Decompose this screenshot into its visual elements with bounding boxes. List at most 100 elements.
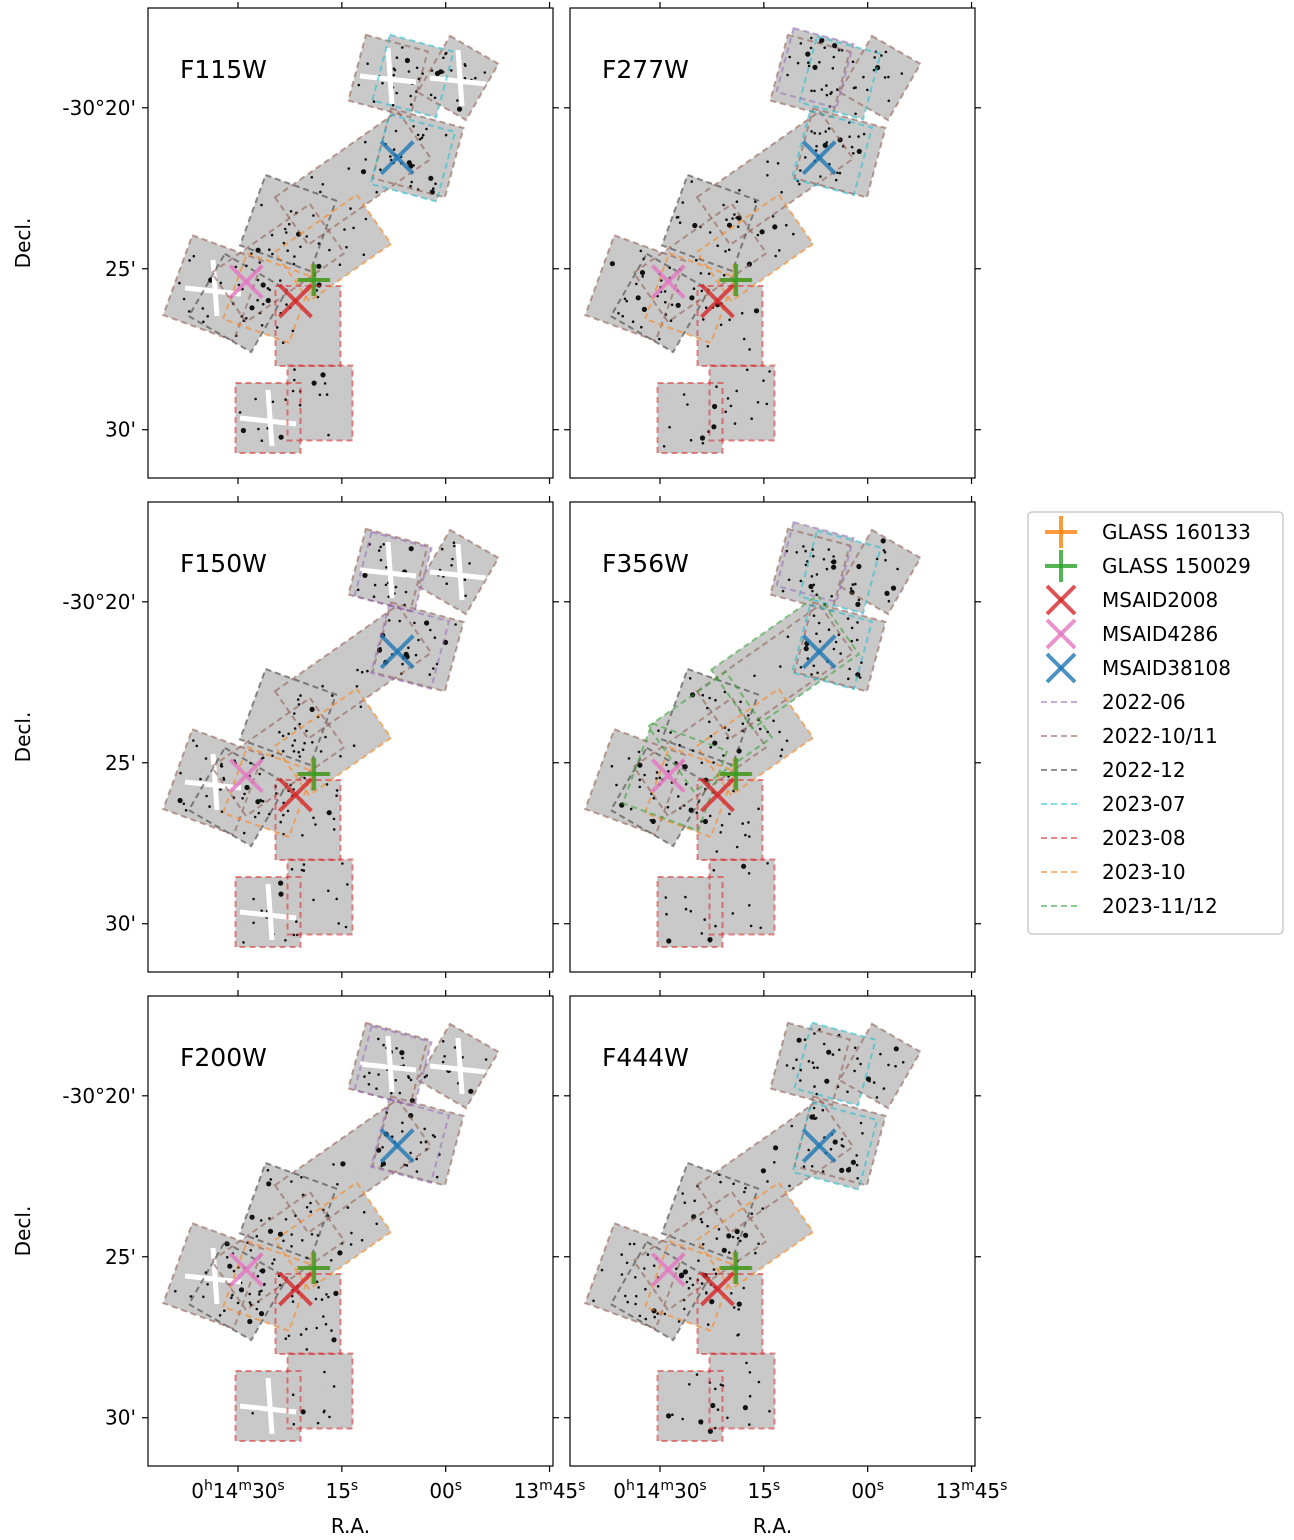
star	[417, 638, 420, 642]
star	[279, 820, 282, 824]
star	[600, 1268, 604, 1272]
star	[723, 690, 727, 694]
star	[255, 1307, 259, 1311]
star	[766, 160, 769, 163]
star	[700, 932, 704, 935]
star	[850, 1159, 856, 1165]
star	[808, 583, 814, 590]
star	[812, 664, 816, 668]
star	[341, 862, 344, 865]
star	[328, 248, 331, 252]
star	[360, 1238, 364, 1242]
footprint-outline	[221, 251, 315, 345]
star	[335, 794, 338, 797]
star	[879, 1052, 882, 1056]
star	[799, 1068, 802, 1072]
star	[643, 773, 646, 777]
legend-label: 2023-07	[1102, 792, 1186, 816]
star	[726, 222, 733, 228]
star	[875, 557, 879, 561]
marker-msaid2008	[700, 1271, 735, 1307]
star	[728, 1251, 731, 1254]
stars	[592, 1028, 905, 1434]
star	[219, 281, 223, 285]
star	[184, 809, 188, 812]
star	[737, 1308, 740, 1311]
star	[822, 142, 828, 148]
star	[714, 1272, 718, 1276]
source-markers	[228, 634, 415, 813]
footprint-outline	[273, 687, 393, 797]
star	[409, 103, 413, 106]
star	[707, 272, 711, 276]
star	[720, 823, 724, 827]
star	[634, 1302, 637, 1306]
star	[742, 1405, 748, 1411]
star	[401, 46, 404, 49]
star	[242, 831, 246, 835]
star	[379, 168, 382, 171]
star	[312, 898, 315, 902]
legend-label: GLASS 160133	[1102, 520, 1251, 544]
star	[625, 1261, 629, 1265]
star	[667, 770, 670, 773]
star	[268, 248, 271, 251]
star	[329, 1259, 333, 1262]
legend-label: MSAID4286	[1102, 622, 1218, 646]
star	[389, 155, 392, 158]
star	[641, 306, 647, 312]
star	[300, 868, 304, 872]
footprint-outline	[656, 876, 724, 948]
star	[337, 922, 340, 925]
star	[766, 730, 769, 734]
star	[711, 424, 717, 430]
star	[319, 190, 322, 194]
star	[799, 579, 803, 583]
star	[219, 788, 222, 791]
legend-label: MSAID38108	[1102, 656, 1231, 680]
star	[317, 1286, 320, 1289]
star	[714, 924, 717, 928]
footprint-outline	[286, 858, 354, 936]
footprint-outline	[632, 202, 768, 324]
star	[862, 132, 866, 136]
star	[705, 1291, 708, 1294]
marker-msaid2008	[700, 777, 735, 813]
star	[252, 921, 255, 925]
star	[628, 1242, 632, 1246]
star	[182, 802, 186, 806]
star	[861, 1132, 864, 1135]
star	[454, 623, 457, 626]
star	[407, 646, 410, 650]
marker-glass-150029	[720, 758, 753, 791]
star	[836, 171, 839, 175]
star	[733, 213, 736, 216]
star	[704, 306, 708, 310]
star	[434, 182, 437, 186]
star	[440, 547, 444, 551]
star	[699, 272, 703, 275]
footprint-outline	[656, 1370, 724, 1442]
star	[850, 145, 854, 149]
star	[726, 1416, 729, 1420]
star	[882, 1087, 886, 1090]
star	[773, 1145, 779, 1151]
star	[666, 1413, 672, 1419]
star	[785, 223, 788, 227]
star	[875, 1096, 879, 1099]
star	[736, 1301, 742, 1307]
star	[357, 83, 361, 87]
star	[323, 382, 327, 385]
star	[284, 1337, 288, 1340]
star	[331, 1337, 337, 1343]
star	[321, 183, 325, 186]
star	[780, 190, 783, 194]
star	[441, 1040, 445, 1043]
star	[687, 1286, 691, 1290]
star	[772, 719, 775, 723]
star	[656, 1285, 660, 1288]
star	[293, 378, 296, 382]
star	[435, 1175, 439, 1179]
star	[305, 1206, 309, 1209]
footprint-outline	[273, 603, 433, 741]
